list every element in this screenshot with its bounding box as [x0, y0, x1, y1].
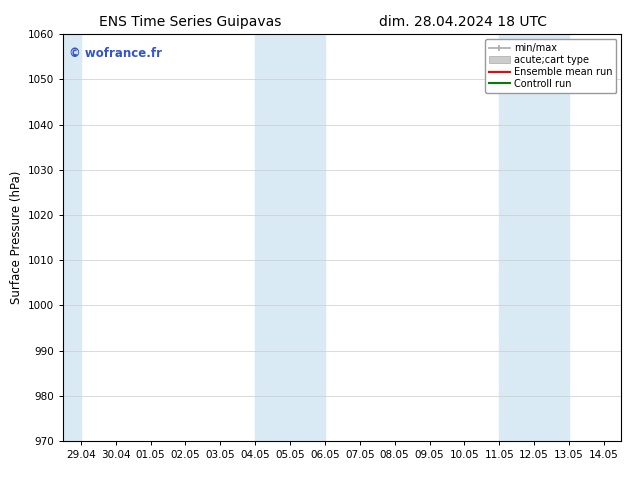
Bar	[500, 34, 569, 441]
Bar	[63, 34, 81, 441]
Text: dim. 28.04.2024 18 UTC: dim. 28.04.2024 18 UTC	[379, 15, 547, 29]
Bar	[255, 34, 325, 441]
Text: © wofrance.fr: © wofrance.fr	[69, 47, 162, 59]
Y-axis label: Surface Pressure (hPa): Surface Pressure (hPa)	[10, 171, 23, 304]
Legend: min/max, acute;cart type, Ensemble mean run, Controll run: min/max, acute;cart type, Ensemble mean …	[485, 39, 616, 93]
Text: ENS Time Series Guipavas: ENS Time Series Guipavas	[99, 15, 281, 29]
